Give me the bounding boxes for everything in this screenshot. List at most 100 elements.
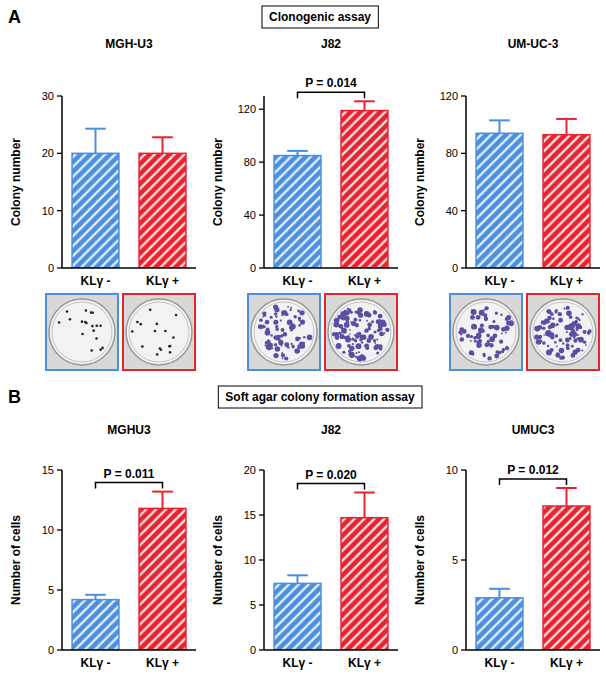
colony-dot (559, 356, 562, 359)
colony-dot (501, 333, 503, 335)
colony-dot (356, 343, 362, 349)
colony-dot (307, 335, 313, 341)
colony-dot (495, 312, 498, 315)
colony-dot (349, 333, 351, 335)
colony-dot (349, 329, 351, 331)
error-cap (152, 136, 173, 138)
plate-dish (328, 299, 394, 365)
colony-dot (347, 308, 349, 310)
colony-dot (539, 339, 542, 342)
bar (543, 506, 590, 650)
y-tick-label: 10 (42, 205, 54, 217)
colony-dot (379, 327, 383, 331)
error-stem (364, 101, 366, 110)
y-tick-label: 0 (48, 262, 54, 274)
colony-dot (92, 329, 95, 332)
colony-dot (357, 307, 362, 312)
colony-dot (290, 307, 292, 309)
y-tick-label: 0 (452, 644, 458, 656)
colony-dot (559, 338, 563, 342)
colony-dot (482, 329, 485, 332)
plate-dish (251, 299, 317, 365)
colony-dot (583, 330, 587, 334)
colony-dot (550, 335, 554, 339)
colony-dot (371, 320, 374, 323)
colony-dot (277, 335, 281, 339)
bar (341, 518, 388, 650)
colony-dot (484, 317, 488, 321)
y-axis-title: Colony number (9, 138, 23, 226)
y-tick-label: 120 (440, 90, 458, 102)
plate-frame (123, 294, 195, 370)
colony-dot (336, 343, 342, 349)
colony-dot (376, 352, 379, 355)
colony-dot (292, 346, 294, 348)
colony-dot (376, 338, 378, 340)
plate-image (46, 294, 118, 370)
colony-dot (364, 328, 368, 332)
y-tick-label: 15 (244, 509, 256, 521)
error-bar (152, 137, 173, 153)
colony-dot (489, 336, 495, 342)
error-bar (85, 129, 106, 154)
colony-dot (566, 306, 570, 310)
x-tick-label: KLγ - (485, 656, 515, 670)
chart: MGH-U3Colony number0102030KLγ -KLγ + (9, 37, 196, 370)
y-tick-label: 10 (244, 554, 256, 566)
colony-dot (280, 320, 282, 322)
colony-dot (577, 317, 580, 320)
y-tick-label: 5 (48, 584, 54, 596)
colony-dot (99, 348, 102, 351)
x-tick-label: KLγ + (146, 656, 179, 670)
colony-dot (263, 325, 265, 327)
colony-dot (489, 343, 494, 348)
x-tick-label: KLγ - (81, 274, 111, 288)
colony-dot (587, 331, 591, 335)
colony-dot (583, 340, 586, 343)
colony-dot (573, 336, 575, 338)
colony-dot (263, 325, 266, 328)
error-stem (499, 120, 501, 133)
x-tick-label: KLγ + (348, 274, 381, 288)
colony-dot (536, 339, 542, 345)
bars (274, 101, 388, 268)
bracket-line (96, 483, 163, 489)
y-axis (61, 470, 63, 650)
plate-image (325, 294, 397, 370)
colony-dot (578, 337, 584, 343)
colony-dot (488, 325, 493, 330)
colony-dot (555, 334, 558, 337)
colony-dot (270, 316, 273, 319)
plate-rim (331, 302, 391, 362)
colony-dot (270, 334, 272, 336)
colony-dot (141, 345, 144, 348)
colony-dot (556, 323, 559, 326)
colony-dot (566, 343, 570, 347)
y-tick-label: 0 (250, 262, 256, 274)
plate-rim (533, 302, 593, 362)
y-tick-label: 20 (244, 464, 256, 476)
colony-dot (273, 305, 278, 310)
colony-dot (487, 356, 491, 360)
colony-dot (337, 315, 342, 320)
chart: UMUC3Number of cells0510KLγ -KLγ +P = 0.… (413, 423, 600, 670)
colony-dot (85, 309, 88, 312)
colony-dot (355, 356, 357, 358)
colony-dot (559, 348, 565, 354)
colony-dot (374, 342, 376, 344)
y-tick-label: 30 (42, 90, 54, 102)
colony-dot (297, 344, 302, 349)
colony-dot (474, 339, 477, 342)
bars (476, 488, 590, 650)
error-stem (162, 492, 164, 509)
colony-dot (95, 324, 98, 327)
colony-dot (470, 315, 475, 320)
significance-bracket: P = 0.011 (96, 467, 163, 489)
colony-dot (81, 333, 84, 336)
colony-dot (287, 319, 293, 325)
colony-dot (373, 339, 376, 342)
plate-frame (46, 294, 118, 370)
colony-dot (476, 315, 481, 320)
panel-title: Clonogenic assay (269, 10, 371, 24)
y-axis-title: Number of cells (9, 515, 23, 605)
